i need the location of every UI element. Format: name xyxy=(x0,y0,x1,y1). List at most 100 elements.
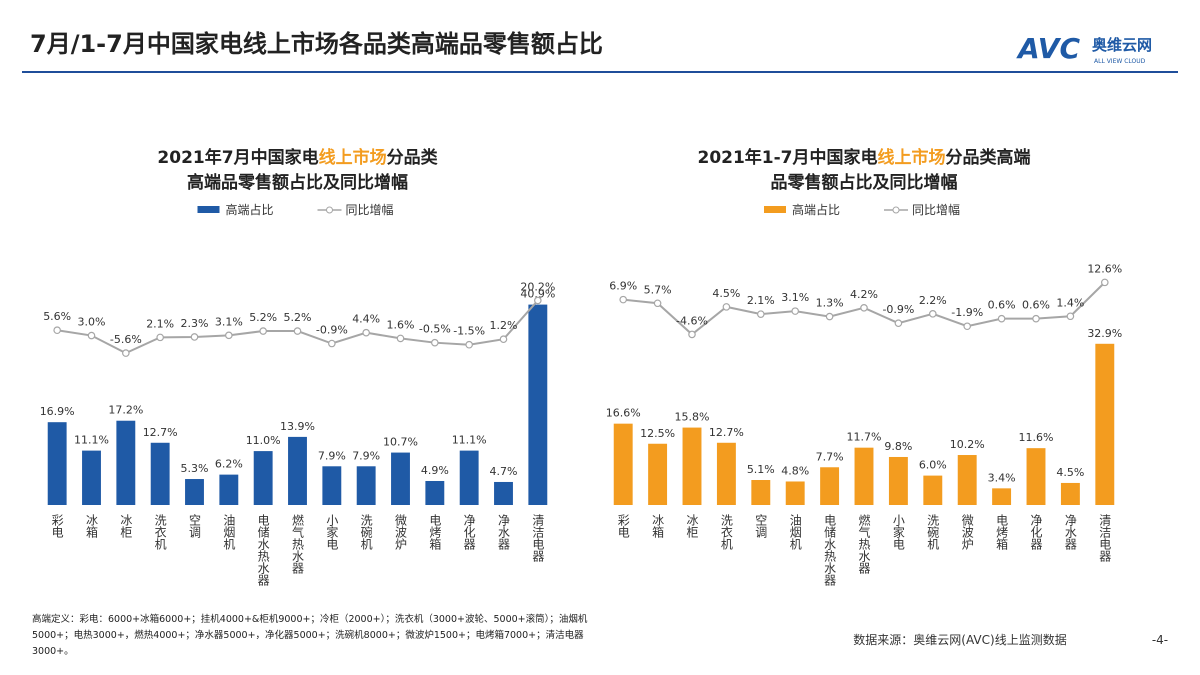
bar xyxy=(1060,482,1080,505)
data-label: 6.2% xyxy=(215,458,243,471)
data-label: 3.4% xyxy=(988,471,1016,484)
x-tick-label: 电储水热水器 xyxy=(256,514,270,587)
x-tick-label: 冰柜 xyxy=(685,514,699,538)
bar xyxy=(391,452,410,505)
data-label: 12.7% xyxy=(143,426,178,439)
data-label: 5.6% xyxy=(43,310,71,323)
x-tick-label: 空调 xyxy=(754,514,768,538)
chart-title: 2021年7月中国家电线上市场分品类 xyxy=(157,147,438,168)
data-label: 6.9% xyxy=(609,280,637,293)
bar xyxy=(253,451,273,505)
data-label: 1.4% xyxy=(1056,296,1084,309)
bar xyxy=(356,466,376,505)
title-part: 分品类 xyxy=(387,147,439,168)
line-point xyxy=(653,299,662,308)
data-label: 15.8% xyxy=(675,411,710,424)
chart-title: 2021年1-7月中国家电线上市场分品类高端 xyxy=(697,147,1030,168)
data-label: 3.1% xyxy=(781,291,809,304)
bar xyxy=(494,481,513,505)
data-label: 4.4% xyxy=(352,313,380,326)
data-label: 5.7% xyxy=(644,283,672,296)
legend-label: 高端占比 xyxy=(792,202,840,217)
x-tick-label: 洗衣机 xyxy=(153,514,167,550)
line-point xyxy=(722,303,731,311)
x-tick-label: 小家电 xyxy=(325,514,339,550)
x-tick-label: 油烟机 xyxy=(222,514,236,550)
line-point xyxy=(259,327,267,335)
line-point xyxy=(499,335,508,344)
x-tick-label: 彩电 xyxy=(50,514,64,538)
data-label: 11.0% xyxy=(246,434,281,447)
line-point xyxy=(791,307,800,315)
line-point xyxy=(328,339,336,348)
data-label: 4.7% xyxy=(490,465,518,478)
x-tick-label: 净化器 xyxy=(462,514,476,551)
x-tick-label: 洗碗机 xyxy=(926,514,940,550)
line-point xyxy=(534,296,542,305)
x-tick-label: 净水器 xyxy=(1063,514,1077,551)
x-tick-label: 清洁电器 xyxy=(531,514,545,563)
data-label: 13.9% xyxy=(280,420,315,433)
line-point xyxy=(225,331,233,340)
line-point xyxy=(928,310,937,318)
x-tick-label: 油烟机 xyxy=(788,514,802,550)
bar xyxy=(957,455,977,505)
data-label: 9.8% xyxy=(884,440,912,453)
data-label: 5.3% xyxy=(181,462,209,475)
data-label: 16.6% xyxy=(606,407,641,420)
logo: AVC xyxy=(1016,32,1080,65)
data-label: 16.9% xyxy=(40,405,75,418)
data-label: 0.6% xyxy=(1022,299,1050,312)
data-label: -5.6% xyxy=(110,333,142,346)
x-tick-label: 燃气热水器 xyxy=(857,513,871,575)
bar xyxy=(682,427,702,505)
bar xyxy=(751,480,771,505)
data-label: 2.1% xyxy=(146,317,174,330)
x-tick-label: 电烤箱 xyxy=(428,514,442,550)
bar xyxy=(219,474,239,505)
line-point xyxy=(293,327,302,335)
x-tick-label: 洗衣机 xyxy=(719,514,733,550)
line-point xyxy=(156,333,164,342)
bar xyxy=(1095,343,1115,505)
x-tick-label: 电烤箱 xyxy=(995,514,1009,550)
x-tick-label: 电储水热水器 xyxy=(823,514,837,587)
data-label: 5.2% xyxy=(249,311,277,324)
title-part: 2021年1-7月中国家电 xyxy=(697,147,877,168)
x-tick-label: 燃气热水器 xyxy=(291,513,305,575)
data-label: 3.1% xyxy=(215,315,243,328)
data-label: 20.2% xyxy=(520,280,555,293)
legend-label: 同比增幅 xyxy=(912,202,960,217)
data-label: 0.6% xyxy=(988,299,1016,312)
line-point xyxy=(431,338,439,347)
bar xyxy=(459,450,479,505)
bar xyxy=(613,423,633,505)
bar xyxy=(82,450,101,505)
line-point xyxy=(756,310,765,318)
data-label: 11.6% xyxy=(1019,431,1054,444)
source: 数据来源：奥维云网(AVC)线上监测数据 xyxy=(853,632,1066,647)
chart-title: 高端品零售额占比及同比增幅 xyxy=(187,172,408,193)
x-tick-label: 清洁电器 xyxy=(1098,514,1112,563)
data-label: 11.1% xyxy=(452,434,487,447)
x-tick-label: 冰箱 xyxy=(651,514,665,538)
line-point xyxy=(465,340,473,349)
bar xyxy=(1026,448,1046,505)
bar xyxy=(888,456,908,505)
bar xyxy=(185,479,204,505)
page-number: -4- xyxy=(1152,633,1168,647)
footnote: 高端定义：彩电：6000+冰箱6000+；挂机4000+&柜机9000+；冷柜（… xyxy=(32,614,588,657)
line-point xyxy=(362,328,370,337)
data-label: 10.7% xyxy=(383,436,418,449)
legend-swatch xyxy=(892,206,900,214)
line-point xyxy=(997,314,1006,323)
bar xyxy=(288,436,307,505)
data-label: 2.2% xyxy=(919,294,947,307)
bar xyxy=(528,304,548,505)
legend-label: 同比增幅 xyxy=(346,202,394,217)
title-part: 线上市场 xyxy=(319,147,387,168)
x-tick-label: 微波炉 xyxy=(394,514,408,551)
data-label: 4.8% xyxy=(781,464,809,477)
data-label: -0.5% xyxy=(419,323,451,336)
